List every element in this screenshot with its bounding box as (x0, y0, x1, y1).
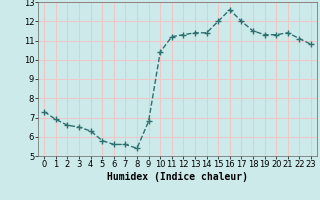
X-axis label: Humidex (Indice chaleur): Humidex (Indice chaleur) (107, 172, 248, 182)
